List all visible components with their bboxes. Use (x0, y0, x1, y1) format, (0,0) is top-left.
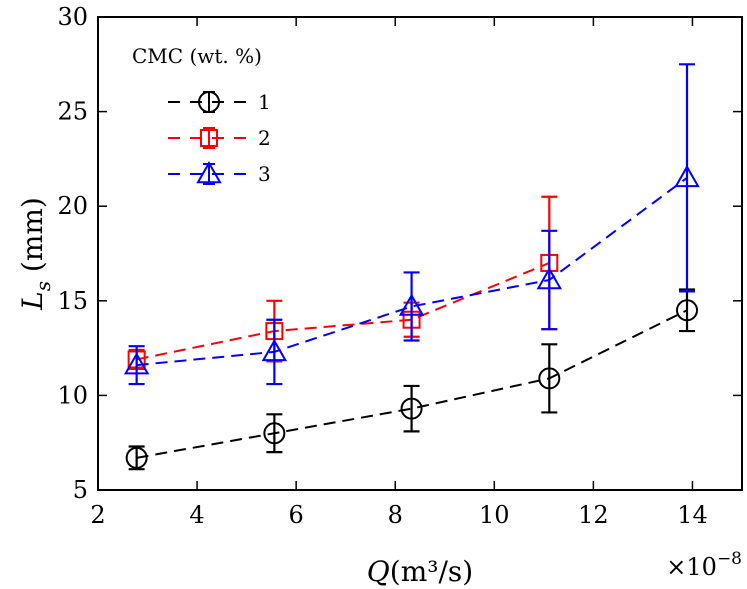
x-axis-label: Q(m³/s) (367, 555, 473, 588)
x-tick-label: 10 (479, 501, 510, 529)
y-axis-symbol: L (16, 291, 49, 311)
y-tick-label: 25 (57, 98, 88, 126)
series-layer (123, 63, 700, 471)
legend-marker (196, 160, 222, 184)
y-axis-unit: (mm) (16, 197, 49, 281)
legend-marker (198, 91, 220, 113)
data-point (676, 299, 699, 322)
legend-title: CMC (wt. %) (132, 44, 262, 68)
x-tick-label: 14 (677, 501, 708, 529)
legend-entry-1: 1 (168, 90, 271, 114)
y-axis-subscript: s (31, 281, 55, 291)
legend-label: 2 (258, 126, 271, 150)
y-tick-label: 15 (57, 287, 88, 315)
y-tick-label: 20 (57, 192, 88, 220)
x-tick-label: 2 (90, 501, 105, 529)
series-line (136, 262, 550, 361)
legend-entry-2: 2 (168, 126, 271, 150)
data-point (536, 266, 563, 290)
x-axis-symbol: Q (367, 555, 390, 588)
data-point (125, 446, 148, 469)
data-point (398, 293, 425, 316)
data-point (538, 367, 561, 390)
y-axis-label: Ls (mm) (16, 197, 55, 311)
x-tick-label: 12 (578, 501, 609, 529)
series-3 (123, 63, 700, 386)
x-tick-label: 6 (289, 501, 304, 529)
y-tick-label: 5 (73, 476, 88, 504)
legend-label: 3 (258, 162, 271, 186)
series-2 (127, 195, 559, 371)
data-point (263, 422, 286, 445)
legend-entry-3: 3 (168, 160, 271, 186)
x-axis-unit: (m³/s) (390, 555, 473, 588)
y-tick-label: 30 (57, 3, 88, 31)
series-line (136, 177, 688, 367)
legend-label: 1 (258, 90, 271, 114)
data-point (261, 338, 288, 362)
x-tick-label: 4 (189, 501, 204, 529)
legend: CMC (wt. %) 1 2 3 (132, 44, 271, 186)
data-point (674, 164, 700, 188)
legend-marker (200, 129, 218, 147)
x-tick-label: 8 (388, 501, 403, 529)
x-multiplier-base: ×10 (666, 553, 717, 581)
series-1 (125, 288, 699, 471)
data-point (123, 352, 150, 375)
x-multiplier-exponent: −8 (717, 549, 742, 569)
plot-frame (97, 16, 743, 491)
data-point (400, 397, 423, 420)
y-tick-label: 10 (57, 381, 88, 409)
x-axis-multiplier: ×10−8 (666, 549, 742, 581)
